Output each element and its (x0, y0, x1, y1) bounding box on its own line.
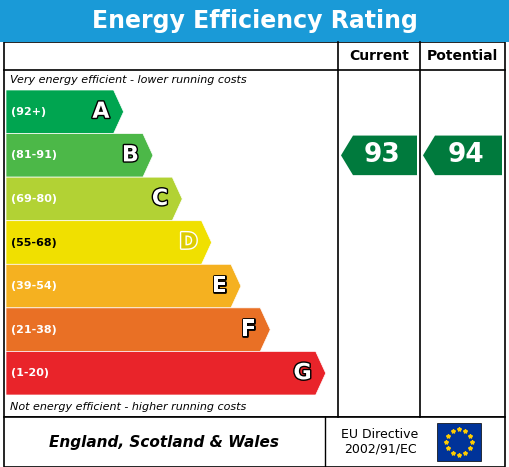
Bar (0, 0, 509, 42)
Text: Current: Current (349, 49, 409, 63)
Polygon shape (6, 264, 241, 308)
Text: G: G (294, 363, 312, 383)
Text: (1-20): (1-20) (11, 368, 49, 378)
Text: (21-38): (21-38) (11, 325, 56, 335)
Polygon shape (6, 221, 212, 264)
Text: C: C (152, 189, 168, 209)
Text: England, Scotland & Wales: England, Scotland & Wales (49, 434, 279, 450)
Bar (4, 42, 505, 417)
Text: A: A (92, 102, 109, 122)
Polygon shape (6, 134, 153, 177)
Bar (437, 423, 481, 461)
Polygon shape (6, 177, 182, 221)
Text: D: D (179, 233, 197, 253)
Polygon shape (6, 308, 270, 352)
Text: Not energy efficient - higher running costs: Not energy efficient - higher running co… (10, 402, 246, 412)
Text: F: F (241, 319, 256, 340)
Text: 94: 94 (447, 142, 484, 169)
Text: 93: 93 (363, 142, 401, 169)
Text: E: E (212, 276, 227, 296)
Text: (92+): (92+) (11, 107, 46, 117)
Text: Very energy efficient - lower running costs: Very energy efficient - lower running co… (10, 75, 247, 85)
Text: (69-80): (69-80) (11, 194, 57, 204)
Text: (81-91): (81-91) (11, 150, 57, 160)
Polygon shape (423, 135, 502, 175)
Polygon shape (6, 352, 326, 395)
Text: Energy Efficiency Rating: Energy Efficiency Rating (92, 9, 417, 33)
Text: Potential: Potential (427, 49, 498, 63)
Polygon shape (6, 90, 124, 134)
Text: B: B (122, 145, 139, 165)
Text: (55-68): (55-68) (11, 238, 56, 248)
Bar (4, 417, 505, 467)
Text: (39-54): (39-54) (11, 281, 57, 291)
Text: EU Directive
2002/91/EC: EU Directive 2002/91/EC (342, 428, 418, 456)
Polygon shape (341, 135, 417, 175)
